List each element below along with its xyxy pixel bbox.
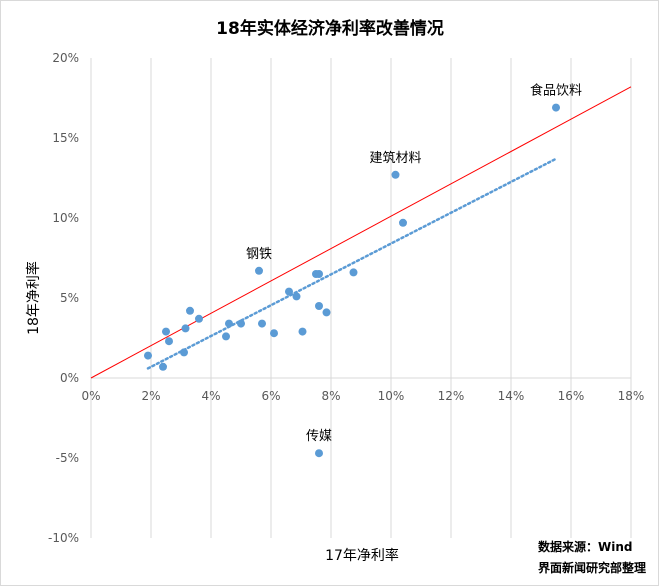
point-annotation: 建筑材料 xyxy=(369,150,421,166)
x-tick-label: 4% xyxy=(201,389,220,403)
data-point xyxy=(315,302,323,310)
x-tick-label: 0% xyxy=(81,389,100,403)
source-line-2: 界面新闻研究部整理 xyxy=(538,560,646,575)
data-point xyxy=(222,332,230,341)
data-point xyxy=(552,103,560,112)
reference-lines xyxy=(90,86,632,379)
grid xyxy=(90,58,632,538)
data-point xyxy=(298,327,307,336)
data-point xyxy=(270,329,278,338)
data-point xyxy=(391,170,400,179)
data-point xyxy=(144,351,152,360)
x-tick-label: 10% xyxy=(378,389,405,403)
y-tick-label: 5% xyxy=(60,291,79,305)
x-axis-label: 17年净利率 xyxy=(325,547,399,564)
data-point xyxy=(180,348,188,357)
data-point xyxy=(285,287,293,296)
data-point xyxy=(165,337,173,346)
data-point xyxy=(237,319,245,328)
x-tick-label: 2% xyxy=(141,389,160,403)
chart-title: 18年实体经济净利率改善情况 xyxy=(216,18,444,39)
data-points xyxy=(144,103,560,458)
data-point xyxy=(255,266,263,275)
data-point xyxy=(315,270,323,278)
data-point xyxy=(162,327,170,336)
point-annotation: 食品饮料 xyxy=(530,83,582,99)
y-tick-label: 10% xyxy=(52,211,79,225)
data-point xyxy=(349,268,358,277)
data-point xyxy=(225,319,233,328)
y-tick-label: 15% xyxy=(52,131,79,145)
data-point xyxy=(181,324,190,333)
data-point xyxy=(399,218,407,227)
y-tick-label: -10% xyxy=(48,531,79,545)
data-point xyxy=(159,362,167,371)
x-tick-label: 16% xyxy=(558,389,585,403)
data-point xyxy=(186,306,194,315)
data-point xyxy=(258,319,266,328)
y-tick-label: 0% xyxy=(60,371,79,385)
diagonal-line xyxy=(90,86,632,379)
source-line-1: 数据来源：Wind xyxy=(538,539,632,554)
x-tick-label: 12% xyxy=(438,389,465,403)
x-tick-label: 14% xyxy=(498,389,525,403)
point-annotation: 钢铁 xyxy=(246,247,272,262)
trend-line xyxy=(146,157,558,370)
x-tick-label: 8% xyxy=(321,389,340,403)
x-tick-label: 18% xyxy=(618,389,645,403)
data-point xyxy=(315,449,323,458)
data-point xyxy=(195,314,203,323)
y-tick-label: 20% xyxy=(52,51,79,65)
data-point xyxy=(292,292,301,301)
y-axis-label: 18年净利率 xyxy=(25,261,42,335)
y-tick-label: -5% xyxy=(56,451,79,465)
data-point xyxy=(322,308,331,317)
tick-labels: 0% 2% 4% 6% 8% 10% 12% 14% 16% 18% 20% 15% 10% 5% 0% -5… xyxy=(48,51,644,545)
point-annotation: 传媒 xyxy=(306,429,332,444)
x-tick-label: 6% xyxy=(261,389,280,403)
